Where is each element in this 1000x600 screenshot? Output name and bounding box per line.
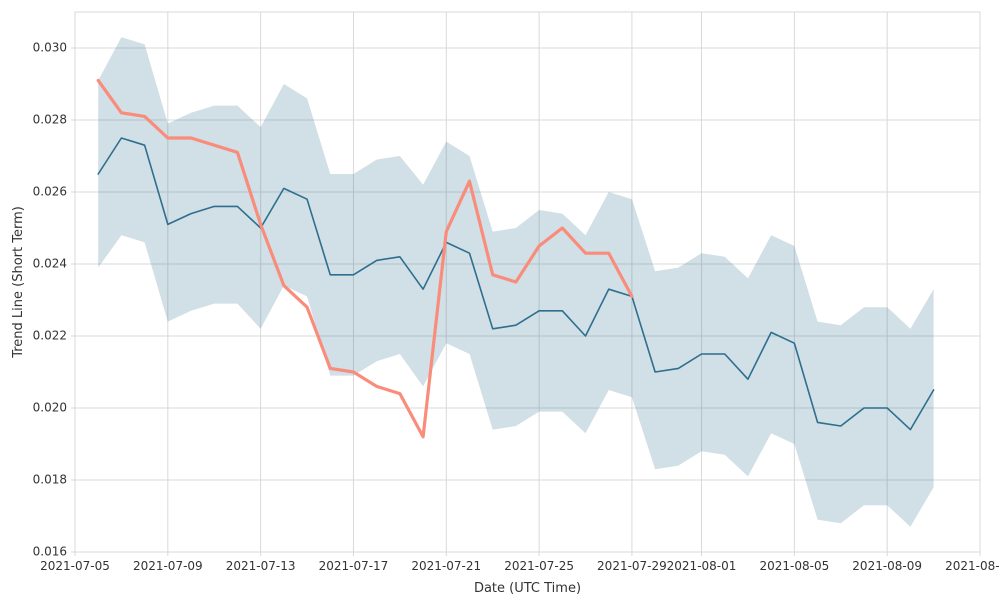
x-tick-label: 2021-08-13 <box>945 559 1000 573</box>
y-tick-label: 0.026 <box>33 185 67 199</box>
trend-line-chart: 0.016 0.018 0.020 0.022 0.024 0.026 0.028 0.030… <box>0 0 1000 600</box>
x-tick-label: 2021-07-25 <box>504 559 574 573</box>
y-tick-label: 0.018 <box>33 473 67 487</box>
x-axis-label: Date (UTC Time) <box>474 581 581 596</box>
y-axis-label: Trend Line (Short Term) <box>11 206 26 359</box>
y-tick-label: 0.024 <box>33 257 67 271</box>
x-tick-label: 2021-07-29 <box>597 559 667 573</box>
x-tick-label: 2021-08-09 <box>852 559 922 573</box>
x-tick-label: 2021-07-21 <box>411 559 481 573</box>
x-tick-label: 2021-07-05 <box>40 559 110 573</box>
y-tick-label: 0.028 <box>33 113 67 127</box>
y-tick-label: 0.016 <box>33 545 67 559</box>
y-tick-label: 0.030 <box>33 41 67 55</box>
x-tick-label: 2021-07-17 <box>319 559 389 573</box>
chart-root: 0.016 0.018 0.020 0.022 0.024 0.026 0.028 0.030… <box>0 0 1000 600</box>
y-tick-label: 0.020 <box>33 401 67 415</box>
x-tick-label: 2021-08-05 <box>759 559 829 573</box>
y-tick-label: 0.022 <box>33 329 67 343</box>
x-tick-label: 2021-07-13 <box>226 559 296 573</box>
x-tick-label: 2021-08-01 <box>667 559 737 573</box>
x-tick-label: 2021-07-09 <box>133 559 203 573</box>
